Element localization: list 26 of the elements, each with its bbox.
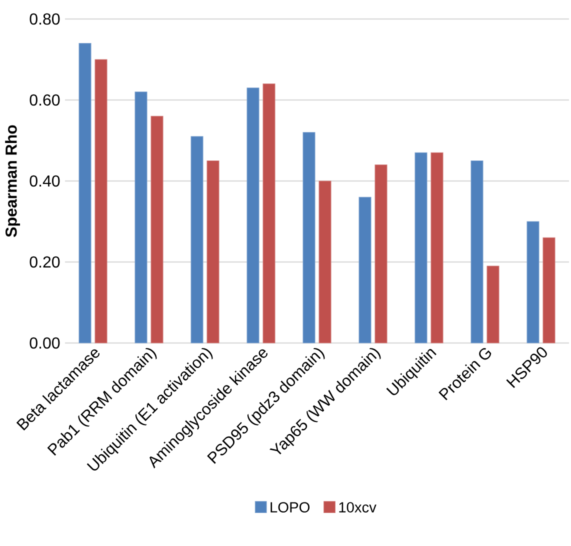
y-axis-title: Spearman Rho [5, 125, 20, 237]
bar [374, 164, 388, 344]
bar [430, 152, 444, 344]
legend-label: LOPO [270, 502, 310, 512]
y-tick-label: 0.60 [30, 94, 60, 106]
bar [78, 43, 92, 344]
bar [206, 160, 220, 344]
y-tick-label: 0.00 [30, 337, 60, 349]
legend-label: 10xcv [339, 502, 376, 512]
bar [358, 196, 372, 344]
bar [302, 132, 316, 344]
bar [262, 84, 276, 344]
bar [150, 116, 164, 344]
y-tick-label: 0.20 [30, 256, 60, 268]
bar [190, 136, 204, 344]
bar [542, 237, 556, 344]
bar [318, 180, 332, 344]
bar [414, 152, 428, 344]
bar [470, 160, 484, 344]
bar [134, 92, 148, 344]
y-tick-label: 0.40 [30, 175, 60, 187]
bar [94, 59, 108, 344]
bar [526, 221, 540, 344]
bar [246, 88, 260, 344]
bar [486, 266, 500, 344]
y-tick-label: 0.80 [30, 13, 60, 25]
